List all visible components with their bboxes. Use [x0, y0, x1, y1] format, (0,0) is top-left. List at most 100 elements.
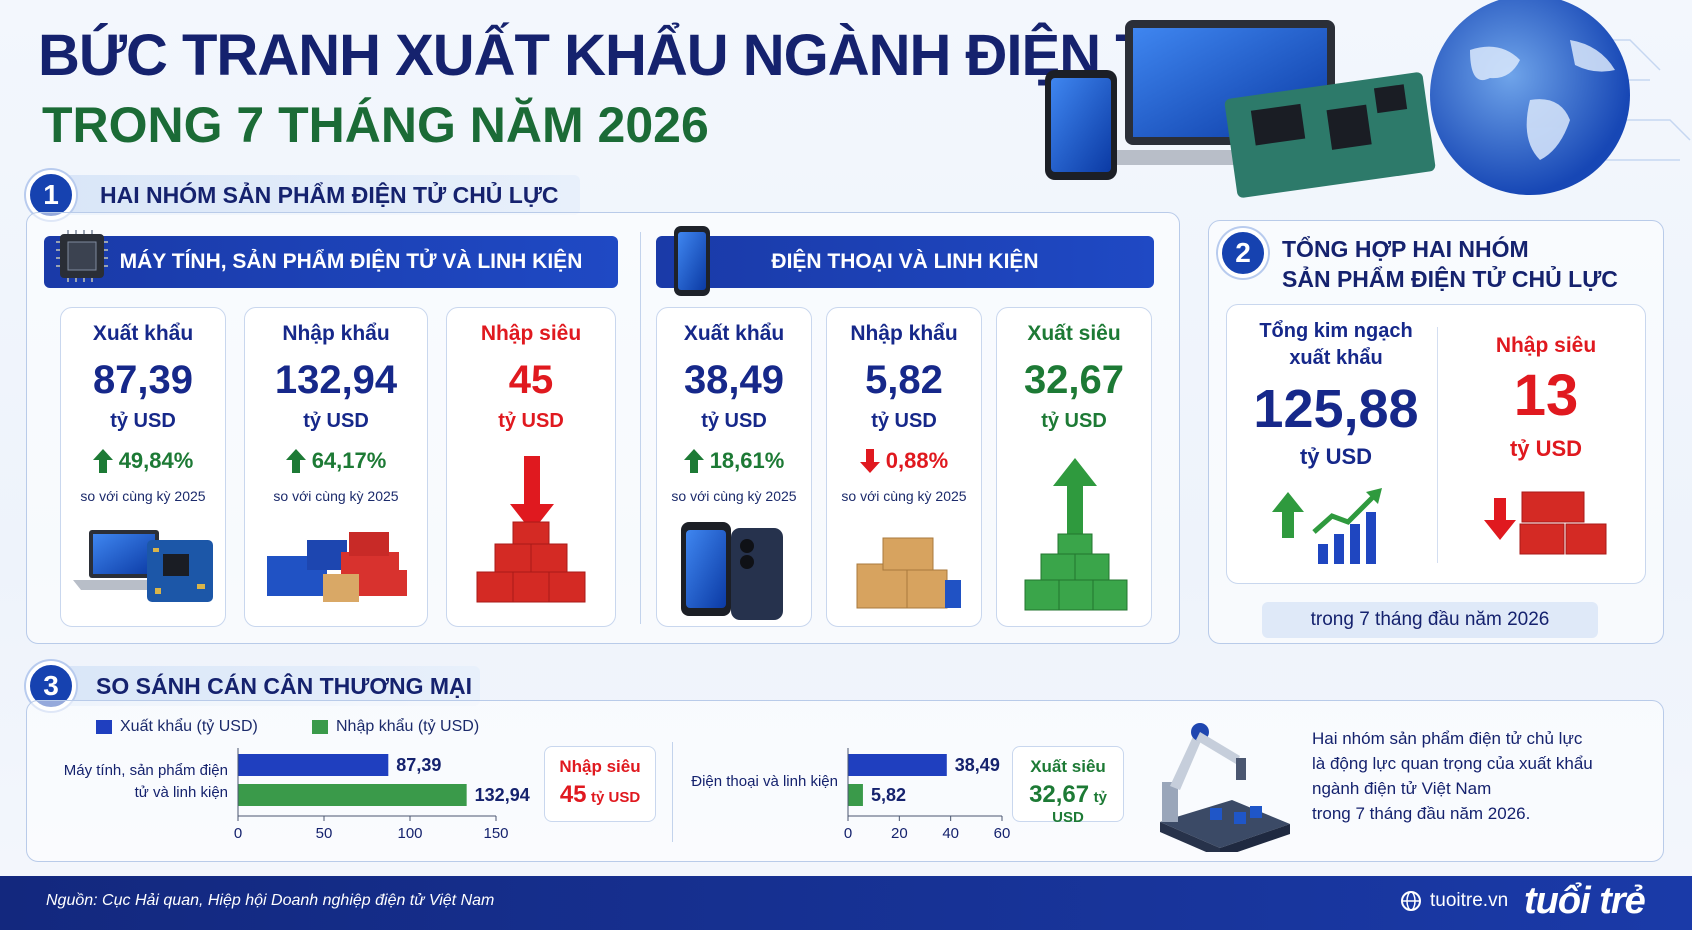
section2-label-line1: TỔNG HỢP HAI NHÓM	[1282, 236, 1529, 262]
card-change-value: 49,84%	[118, 448, 194, 473]
section3-panel	[26, 700, 1664, 862]
card-change: 0,88%	[827, 448, 981, 474]
deficit-badge: Nhập siêu 45 tỷ USD	[544, 746, 656, 822]
section2-number: 2	[1218, 228, 1268, 278]
group-b-title: ĐIỆN THOẠI VÀ LINH KIỆN	[771, 250, 1039, 273]
surplus-badge: Xuất siêu 32,67 tỷ USD	[1012, 746, 1124, 826]
card-change: 49,84%	[61, 448, 225, 474]
card-value: 132,94	[274, 358, 398, 402]
section2-label-line2: SẢN PHẨM ĐIỆN TỬ CHỦ LỰC	[1282, 266, 1618, 292]
note-line: Hai nhóm sản phẩm điện tử chủ lực	[1312, 729, 1583, 748]
card-unit: tỷ USD	[110, 410, 176, 432]
card-computer-export: Xuất khẩu 87,39 tỷ USD 49,84% so với cùn…	[60, 307, 226, 627]
card-phone-surplus: Xuất siêu 32,67 tỷ USD	[996, 307, 1152, 627]
card-value: 5,82	[865, 358, 943, 402]
card-compare: so với cùng kỳ 2025	[273, 488, 399, 504]
card-change-value: 18,61%	[709, 448, 785, 473]
card-change: 18,61%	[657, 448, 811, 474]
card-value: 38,49	[683, 358, 785, 402]
total-export-unit: tỷ USD	[1299, 444, 1373, 469]
arrow-up-icon	[683, 449, 704, 473]
growth-chart-icon	[1272, 488, 1382, 564]
bar-value-label: 5,82	[871, 785, 906, 805]
bar-export	[848, 754, 947, 776]
bar-import	[238, 784, 467, 806]
green-crates-up-illustration	[1024, 458, 1128, 611]
x-tick-label: 150	[483, 825, 508, 842]
legend-export: Xuất khẩu (tỷ USD)	[96, 718, 258, 736]
card-unit: tỷ USD	[871, 410, 937, 432]
group-a-title-band: MÁY TÍNH, SẢN PHẨM ĐIỆN TỬ VÀ LINH KIỆN	[44, 236, 618, 288]
legend-export-swatch	[96, 720, 112, 734]
bar-export	[238, 754, 389, 776]
group-a-title: MÁY TÍNH, SẢN PHẨM ĐIỆN TỬ VÀ LINH KIỆN	[119, 250, 583, 273]
x-tick-label: 0	[844, 825, 852, 842]
note-line: là động lực quan trọng của xuất khẩu	[1312, 754, 1593, 773]
card-label: Xuất khẩu	[683, 322, 785, 345]
legend-import-label: Nhập khẩu (tỷ USD)	[336, 718, 480, 735]
section3-header: SO SÁNH CÁN CÂN THƯƠNG MẠI	[50, 666, 480, 706]
deficit-value: 13	[1513, 363, 1579, 428]
bar-value-label: 132,94	[475, 785, 530, 805]
arrow-down-icon	[859, 449, 880, 473]
card-unit: tỷ USD	[303, 410, 369, 432]
chart-divider	[672, 742, 673, 842]
red-containers-down-icon	[1484, 491, 1607, 555]
category-label: Điện thoại và linh kiện	[691, 773, 838, 790]
x-tick-label: 20	[891, 825, 908, 842]
surplus-badge-label: Xuất siêu	[1030, 757, 1106, 776]
section1-label: HAI NHÓM SẢN PHẨM ĐIỆN TỬ CHỦ LỰC	[100, 181, 559, 208]
chart-phone-trade: Điện thoại và linh kiện 38,49 5,82 0 20 40 60	[691, 748, 1011, 842]
cardboard-boxes-illustration	[856, 537, 961, 609]
category-label: Máy tính, sản phẩm điện	[64, 762, 228, 779]
card-value: 32,67	[1023, 358, 1125, 402]
smartphone-icon	[674, 226, 710, 296]
surplus-badge-amount: 32,67 tỷ USD	[1013, 781, 1123, 827]
globe-icon	[1401, 891, 1421, 911]
section1-header: HAI NHÓM SẢN PHẨM ĐIỆN TỬ CHỦ LỰC	[50, 175, 580, 215]
deficit-label: Nhập siêu	[1495, 334, 1597, 357]
deficit-unit: tỷ USD	[1509, 436, 1583, 461]
card-compare: so với cùng kỳ 2025	[841, 488, 967, 504]
legend-import: Nhập khẩu (tỷ USD)	[312, 718, 479, 736]
source-note: Nguồn: Cục Hải quan, Hiệp hội Doanh nghi…	[46, 892, 495, 909]
site-url: tuoitre.vn	[1430, 890, 1509, 911]
summary-divider	[1437, 327, 1438, 563]
card-unit: tỷ USD	[498, 410, 564, 432]
card-computer-import: Nhập khẩu 132,94 tỷ USD 64,17% so với cù…	[244, 307, 428, 627]
card-compare: so với cùng kỳ 2025	[671, 488, 797, 504]
note-line: trong 7 tháng đầu năm 2026.	[1312, 804, 1531, 823]
group-b-title-band: ĐIỆN THOẠI VÀ LINH KIỆN	[656, 236, 1154, 288]
card-label: Nhập siêu	[480, 322, 582, 345]
card-change-value: 0,88%	[885, 448, 949, 473]
x-tick-label: 60	[994, 825, 1011, 842]
card-unit: tỷ USD	[1041, 410, 1107, 432]
deficit-badge-value: 45	[559, 781, 587, 808]
card-change-value: 64,17%	[311, 448, 387, 473]
card-unit: tỷ USD	[701, 410, 767, 432]
legend-export-label: Xuất khẩu (tỷ USD)	[120, 718, 258, 735]
x-tick-label: 100	[397, 825, 422, 842]
surplus-badge-unit: tỷ USD	[1052, 789, 1107, 826]
card-change: 64,17%	[245, 448, 427, 474]
chip-icon	[56, 230, 108, 282]
section3-note: Hai nhóm sản phẩm điện tử chủ lực là độn…	[1312, 726, 1593, 826]
surplus-badge-value: 32,67	[1029, 781, 1090, 808]
site-link[interactable]: tuoitre.vn	[1400, 890, 1508, 912]
category-label: tử và linh kiện	[135, 784, 228, 801]
card-value: 45	[508, 358, 554, 402]
card-label: Xuất khẩu	[92, 322, 194, 345]
section3-label: SO SÁNH CÁN CÂN THƯƠNG MẠI	[96, 672, 473, 699]
page-subtitle: TRONG 7 THÁNG NĂM 2026	[42, 97, 709, 153]
period-text: trong 7 tháng đầu năm 2026	[1310, 609, 1550, 630]
smartphones-illustration	[681, 522, 783, 620]
brand-logo: tuổi trẻ	[1524, 880, 1646, 922]
period-badge: trong 7 tháng đầu năm 2026	[1262, 602, 1598, 638]
footer-bar	[0, 876, 1692, 930]
card-value: 87,39	[92, 358, 194, 402]
deficit-badge-unit: tỷ USD	[590, 789, 641, 806]
total-export-label-line1: Tổng kim ngạch	[1259, 320, 1413, 342]
bar-value-label: 87,39	[396, 755, 441, 775]
shipping-containers-illustration	[267, 532, 407, 602]
legend-import-swatch	[312, 720, 328, 734]
